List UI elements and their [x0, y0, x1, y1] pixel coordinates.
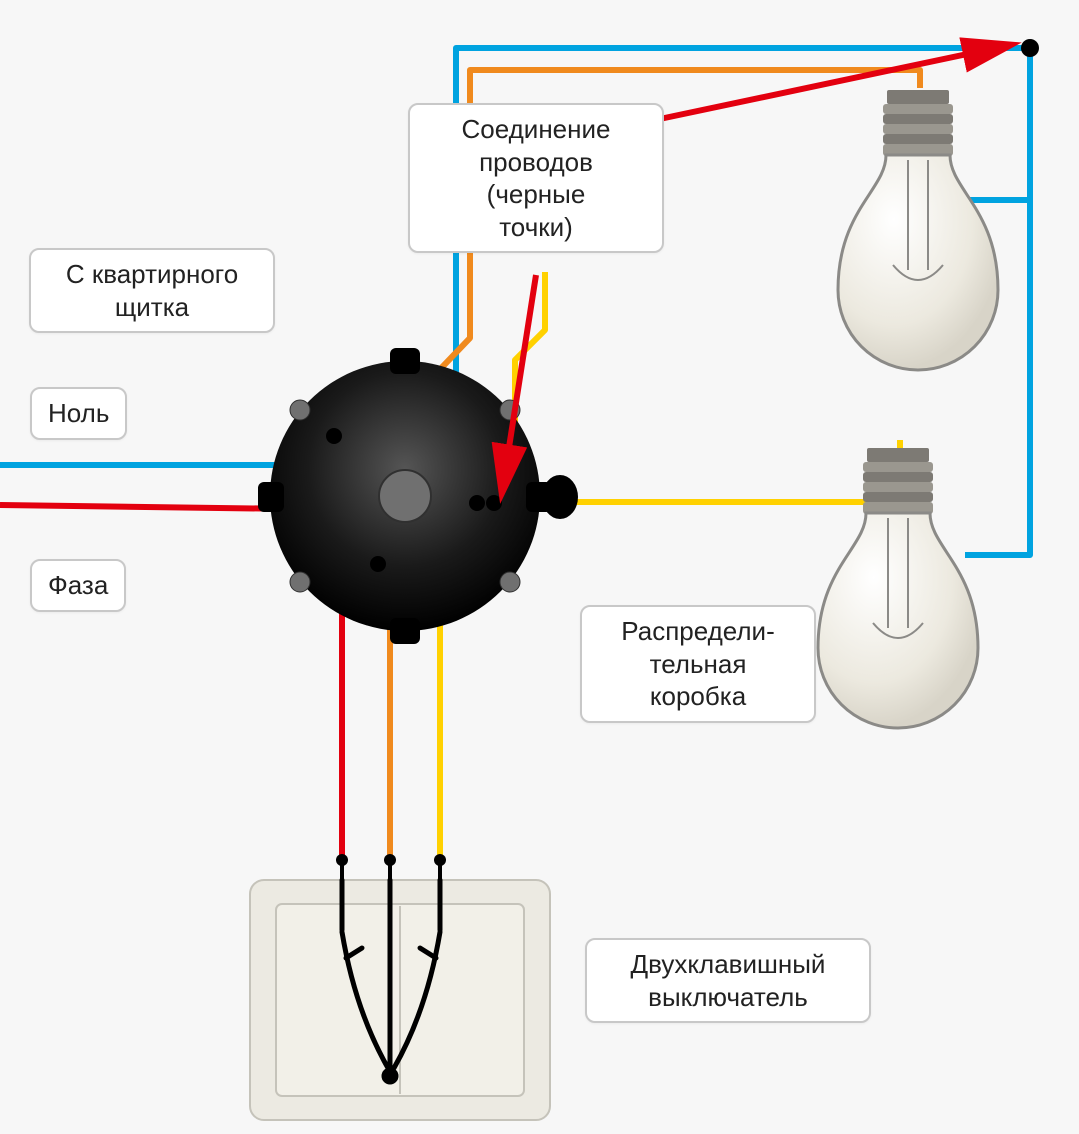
label-junction-box-text: Распредели-тельнаякоробка [621, 616, 775, 711]
label-neutral: Ноль [30, 387, 127, 440]
label-from-panel-text: С квартирногощитка [66, 259, 238, 322]
junction-box [258, 348, 578, 644]
arrow-to-top-dot [655, 45, 1010, 120]
label-junction-box: Распредели-тельнаякоробка [580, 605, 816, 723]
wiring-diagram: Соединениепроводов(черныеточки) С кварти… [0, 0, 1079, 1134]
bulb-2 [818, 448, 978, 728]
label-double-switch-text: Двухклавишныйвыключатель [631, 949, 826, 1012]
bulb-1 [838, 90, 998, 370]
label-phase-text: Фаза [48, 570, 108, 600]
label-double-switch: Двухклавишныйвыключатель [585, 938, 871, 1023]
label-neutral-text: Ноль [48, 398, 109, 428]
label-connection-points: Соединениепроводов(черныеточки) [408, 103, 664, 253]
label-from-panel: С квартирногощитка [29, 248, 275, 333]
label-phase: Фаза [30, 559, 126, 612]
label-connection-points-text: Соединениепроводов(черныеточки) [462, 114, 611, 242]
double-switch [250, 855, 550, 1120]
